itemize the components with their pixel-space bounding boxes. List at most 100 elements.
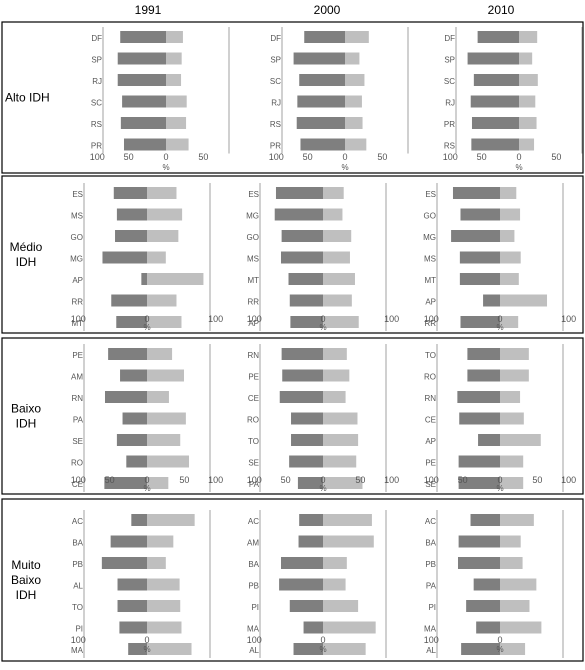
tick-label: 50: [551, 152, 561, 162]
bar-left-AM: [298, 535, 323, 548]
bar-left-SP: [293, 52, 345, 65]
bar-left-GO: [281, 230, 323, 242]
category-label-PR: PR: [444, 120, 455, 129]
group-frame: [1, 21, 584, 174]
category-label-PE: PE: [248, 373, 259, 382]
bar-left-MS: [116, 208, 147, 221]
axis-unit-label: %: [319, 645, 326, 654]
tick-label: 100: [71, 475, 86, 485]
category-label-PR: PR: [91, 142, 102, 151]
bar-left-ES: [275, 187, 323, 199]
bar-right-SE: [323, 455, 357, 468]
bar-left-PB: [457, 557, 500, 569]
bar-left-RO: [126, 455, 147, 468]
group-frame: [1, 175, 584, 334]
category-label-PI: PI: [251, 603, 259, 612]
bar-right-BA: [323, 557, 347, 569]
category-label-MA: MA: [247, 625, 260, 634]
group-label-line: Médio: [10, 240, 43, 254]
bar-left-RO: [291, 412, 323, 425]
bar-left-SC: [299, 74, 345, 86]
bar-right-RS: [345, 117, 363, 129]
category-label-PE: PE: [72, 351, 83, 360]
category-label-PA: PA: [426, 582, 437, 591]
category-label-CE: CE: [248, 394, 259, 403]
bar-right-AC: [500, 514, 534, 526]
bar-left-AC: [131, 514, 147, 526]
bar-left-PE: [458, 455, 500, 468]
group-label: Médio IDH: [10, 240, 43, 269]
bar-right-MG: [147, 251, 166, 264]
tick-label: 0: [320, 314, 325, 324]
bar-right-SP: [519, 52, 533, 65]
bar-left-ES: [452, 187, 500, 199]
category-label-SC: SC: [270, 77, 281, 86]
bar-left-GO: [115, 230, 147, 242]
bar-right-CE: [500, 412, 524, 425]
bar-right-PA: [147, 412, 186, 425]
bar-right-MG: [500, 230, 515, 242]
group-frame: [1, 337, 584, 495]
axis-unit-label: %: [143, 645, 150, 654]
bar-left-MS: [459, 251, 500, 264]
axis-unit-label: %: [515, 163, 522, 172]
bar-left-PI: [289, 600, 323, 612]
bar-left-TO: [291, 434, 323, 446]
tick-label: 100: [247, 475, 262, 485]
bar-left-SP: [117, 52, 166, 65]
bar-right-AP: [500, 434, 541, 446]
tick-label: 0: [144, 475, 149, 485]
tick-label: 100: [247, 635, 262, 645]
tick-label: 100: [71, 314, 86, 324]
bar-right-PR: [519, 117, 537, 129]
tick-label: 0: [342, 152, 347, 162]
bar-left-AL: [293, 643, 323, 655]
bar-right-RO: [323, 412, 358, 425]
bar-left-AP: [141, 273, 147, 285]
category-label-AC: AC: [248, 517, 259, 526]
bar-left-MA: [128, 643, 147, 655]
bar-left-PA: [122, 412, 147, 425]
bar-right-TO: [147, 600, 181, 612]
category-label-RN: RN: [424, 394, 436, 403]
tick-label: 0: [497, 314, 502, 324]
bar-right-PA: [323, 477, 363, 489]
bar-left-AC: [470, 514, 500, 526]
bar-left-TO: [117, 600, 147, 612]
bar-right-TO: [323, 434, 359, 446]
bar-right-ES: [323, 187, 344, 199]
axis-unit-label: %: [319, 323, 326, 332]
group-label-line: IDH: [16, 255, 37, 269]
category-label-CE: CE: [72, 480, 83, 489]
bar-right-PE: [323, 369, 350, 382]
tick-label: 50: [105, 475, 115, 485]
bar-left-RO: [467, 369, 500, 382]
bar-right-AP: [323, 316, 359, 328]
tick-label: 100: [443, 152, 458, 162]
category-label-PB: PB: [248, 582, 259, 591]
bar-right-PB: [147, 557, 166, 569]
bar-left-RJ: [117, 74, 166, 86]
bar-left-BA: [110, 535, 147, 548]
bar-left-SP: [467, 52, 519, 65]
tick-label: 100: [90, 152, 105, 162]
bar-left-RN: [281, 348, 323, 360]
bar-right-DF: [519, 31, 538, 43]
bar-left-RJ: [297, 95, 345, 108]
category-label-TO: TO: [425, 351, 436, 360]
tick-label: 100: [384, 314, 399, 324]
category-label-BA: BA: [248, 560, 259, 569]
tick-label: 0: [497, 475, 502, 485]
tick-label: 100: [269, 152, 284, 162]
bar-right-TO: [500, 348, 529, 360]
category-label-GO: GO: [247, 233, 259, 242]
bar-right-AC: [323, 514, 372, 526]
tick-label: 50: [477, 152, 487, 162]
tick-label: 100: [208, 314, 223, 324]
category-label-AP: AP: [72, 276, 83, 285]
axis-unit-label: %: [143, 323, 150, 332]
tick-label: 50: [532, 475, 542, 485]
group-label: Alto IDH: [5, 91, 50, 105]
bar-left-DF: [120, 31, 166, 43]
bar-left-MS: [280, 251, 323, 264]
